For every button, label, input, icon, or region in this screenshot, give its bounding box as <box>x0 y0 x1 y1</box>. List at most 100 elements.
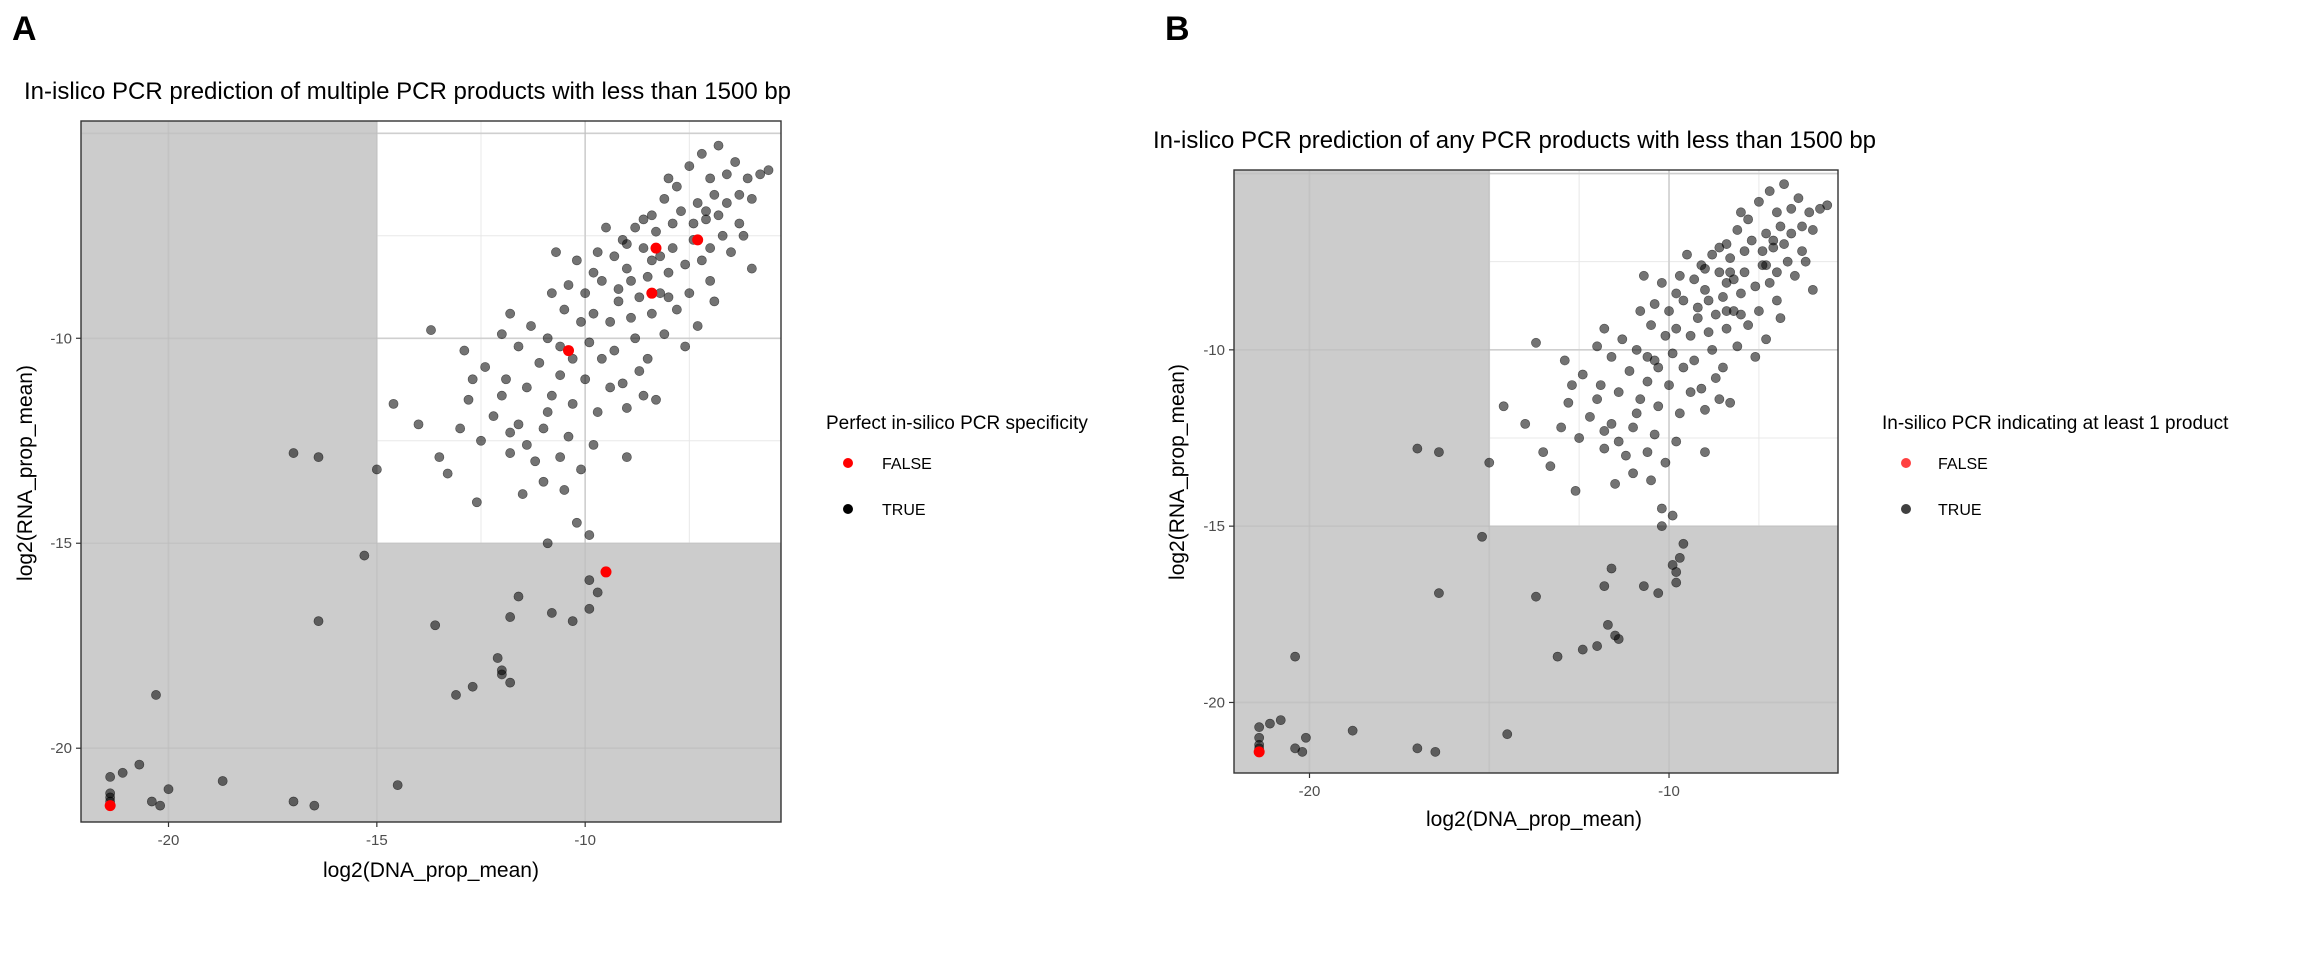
data-point-true-a <box>388 398 399 409</box>
data-point-true-b <box>1692 313 1703 324</box>
x-axis-title-a: log2(DNA_prop_mean) <box>323 859 539 882</box>
data-point-true-a <box>742 173 753 184</box>
data-point-true-a <box>496 390 507 401</box>
data-point-true-a <box>646 210 657 221</box>
data-point-true-b <box>1678 362 1689 373</box>
data-point-true-a <box>555 452 566 463</box>
data-point-true-a <box>559 485 570 495</box>
data-point-true-b <box>1779 239 1789 249</box>
data-point-true-a <box>663 267 674 278</box>
data-point-true-b <box>1538 447 1549 458</box>
data-point-true-a <box>584 530 595 540</box>
data-point-true-a <box>480 362 491 372</box>
data-point-true-b <box>1290 743 1301 754</box>
data-point-true-a <box>638 390 649 401</box>
data-point-true-a <box>521 439 532 450</box>
data-point-true-a <box>734 189 745 200</box>
data-point-true-a <box>505 448 516 458</box>
data-point-true-a <box>634 366 645 376</box>
data-point-true-a <box>621 239 632 249</box>
data-point-true-b <box>1700 404 1710 415</box>
y-axis-title-b: log2(RNA_prop_mean) <box>1166 364 1189 580</box>
data-point-true-a <box>659 193 670 204</box>
panel-b: B In-islico PCR prediction of any PCR pr… <box>1153 10 2229 831</box>
plot-border-b <box>1233 169 1839 774</box>
data-point-true-b <box>1642 447 1653 458</box>
data-point-true-b <box>1628 468 1638 479</box>
data-point-true-a <box>392 780 403 791</box>
data-point-true-b <box>1779 179 1789 190</box>
data-point-true-a <box>584 575 595 586</box>
data-point-true-a <box>505 427 516 438</box>
data-point-true-b <box>1599 443 1610 454</box>
data-point-true-a <box>530 456 541 467</box>
data-point-true-a <box>730 157 741 167</box>
data-point-true-b <box>1577 644 1588 655</box>
legend-b: In-silico PCR indicating at least 1 prod… <box>1882 413 2229 519</box>
data-point-true-b <box>1606 351 1617 362</box>
data-point-true-b <box>1674 552 1685 563</box>
data-point-true-b <box>1703 295 1714 306</box>
data-point-true-b <box>1793 193 1804 204</box>
data-point-true-b <box>1736 309 1746 320</box>
data-point-true-b <box>1613 634 1624 644</box>
data-point-true-b <box>1757 246 1768 257</box>
data-point-true-b <box>1674 270 1685 281</box>
x-axis-title-b: log2(DNA_prop_mean) <box>1426 808 1642 831</box>
data-point-true-b <box>1721 306 1732 316</box>
panel-label-a: A <box>12 10 37 48</box>
data-point-true-b <box>1743 214 1754 225</box>
data-point-true-a <box>646 255 657 266</box>
data-point-true-b <box>1520 418 1531 429</box>
data-point-true-b <box>1804 207 1815 218</box>
shaded-region-b <box>1489 526 1838 773</box>
data-point-true-a <box>559 304 570 315</box>
data-point-true-a <box>434 452 445 463</box>
data-point-true-a <box>313 452 324 463</box>
data-point-true-b <box>1599 426 1610 436</box>
data-point-true-a <box>513 419 524 430</box>
data-point-true-b <box>1707 344 1718 355</box>
x-tick-label-a: -10 <box>574 832 596 849</box>
data-point-true-b <box>1671 567 1682 577</box>
data-point-true-b <box>1567 380 1577 391</box>
data-point-true-a <box>567 353 578 364</box>
data-point-true-a <box>584 337 595 348</box>
data-point-true-a <box>705 243 716 253</box>
data-point-true-b <box>1671 323 1682 334</box>
data-point-true-a <box>609 345 620 356</box>
data-point-true-b <box>1628 422 1638 433</box>
data-point-true-b <box>1671 436 1682 447</box>
data-point-true-b <box>1775 313 1786 324</box>
data-point-true-a <box>696 148 707 159</box>
data-point-true-a <box>763 165 774 176</box>
data-point-true-a <box>609 251 620 262</box>
data-point-true-a <box>638 243 649 253</box>
data-point-true-a <box>721 169 732 180</box>
data-point-true-b <box>1563 397 1574 408</box>
data-point-true-b <box>1761 260 1771 271</box>
data-point-true-a <box>459 345 470 356</box>
data-point-true-b <box>1574 433 1585 443</box>
data-point-true-a <box>592 407 603 417</box>
data-point-true-b <box>1275 715 1286 726</box>
data-point-true-b <box>1678 538 1689 549</box>
data-point-true-b <box>1761 228 1771 239</box>
data-point-false-a <box>692 234 704 246</box>
data-point-true-b <box>1412 743 1423 754</box>
data-point-true-b <box>1660 330 1671 341</box>
data-point-true-a <box>488 411 499 422</box>
data-point-true-b <box>1682 249 1692 260</box>
data-point-false-a <box>600 566 612 578</box>
data-point-true-b <box>1617 334 1628 345</box>
panel-label-b: B <box>1165 10 1190 48</box>
data-point-true-b <box>1635 306 1646 316</box>
data-point-true-a <box>146 796 157 807</box>
data-point-true-a <box>163 784 174 795</box>
shaded-region-a <box>376 543 781 822</box>
data-point-true-a <box>546 608 557 618</box>
data-point-true-a <box>692 198 703 208</box>
data-point-true-a <box>571 517 582 528</box>
data-point-true-a <box>117 767 128 778</box>
data-point-true-a <box>663 173 674 184</box>
